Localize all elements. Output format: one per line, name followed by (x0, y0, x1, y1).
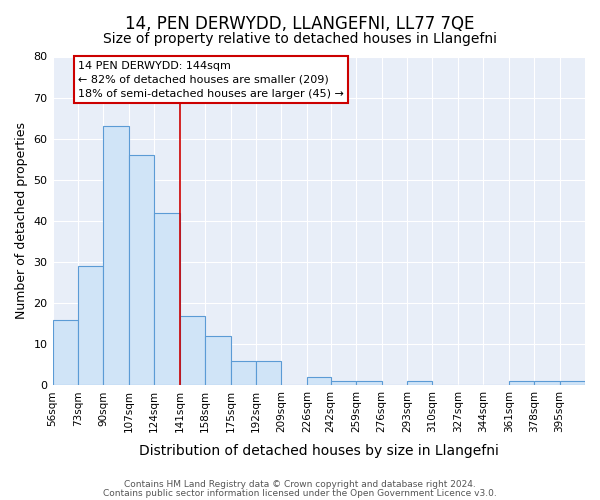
Y-axis label: Number of detached properties: Number of detached properties (15, 122, 28, 320)
Text: 14 PEN DERWYDD: 144sqm
← 82% of detached houses are smaller (209)
18% of semi-de: 14 PEN DERWYDD: 144sqm ← 82% of detached… (78, 60, 344, 98)
Bar (103, 126, 129, 386)
Bar (205, 336, 230, 386)
Text: Size of property relative to detached houses in Llangefni: Size of property relative to detached ho… (103, 32, 497, 46)
Bar (230, 360, 256, 386)
Bar (154, 212, 179, 386)
Bar (560, 382, 585, 386)
Text: Contains HM Land Registry data © Crown copyright and database right 2024.: Contains HM Land Registry data © Crown c… (124, 480, 476, 489)
Text: 14, PEN DERWYDD, LLANGEFNI, LL77 7QE: 14, PEN DERWYDD, LLANGEFNI, LL77 7QE (125, 15, 475, 33)
X-axis label: Distribution of detached houses by size in Llangefni: Distribution of detached houses by size … (139, 444, 499, 458)
Bar (129, 155, 154, 386)
Text: Contains public sector information licensed under the Open Government Licence v3: Contains public sector information licen… (103, 488, 497, 498)
Bar (256, 360, 281, 386)
Bar (407, 382, 433, 386)
Bar (53, 320, 78, 386)
Bar (509, 382, 534, 386)
Bar (331, 382, 356, 386)
Bar (534, 382, 560, 386)
Bar (356, 382, 382, 386)
Bar (78, 266, 103, 386)
Bar (307, 377, 331, 386)
Bar (179, 316, 205, 386)
